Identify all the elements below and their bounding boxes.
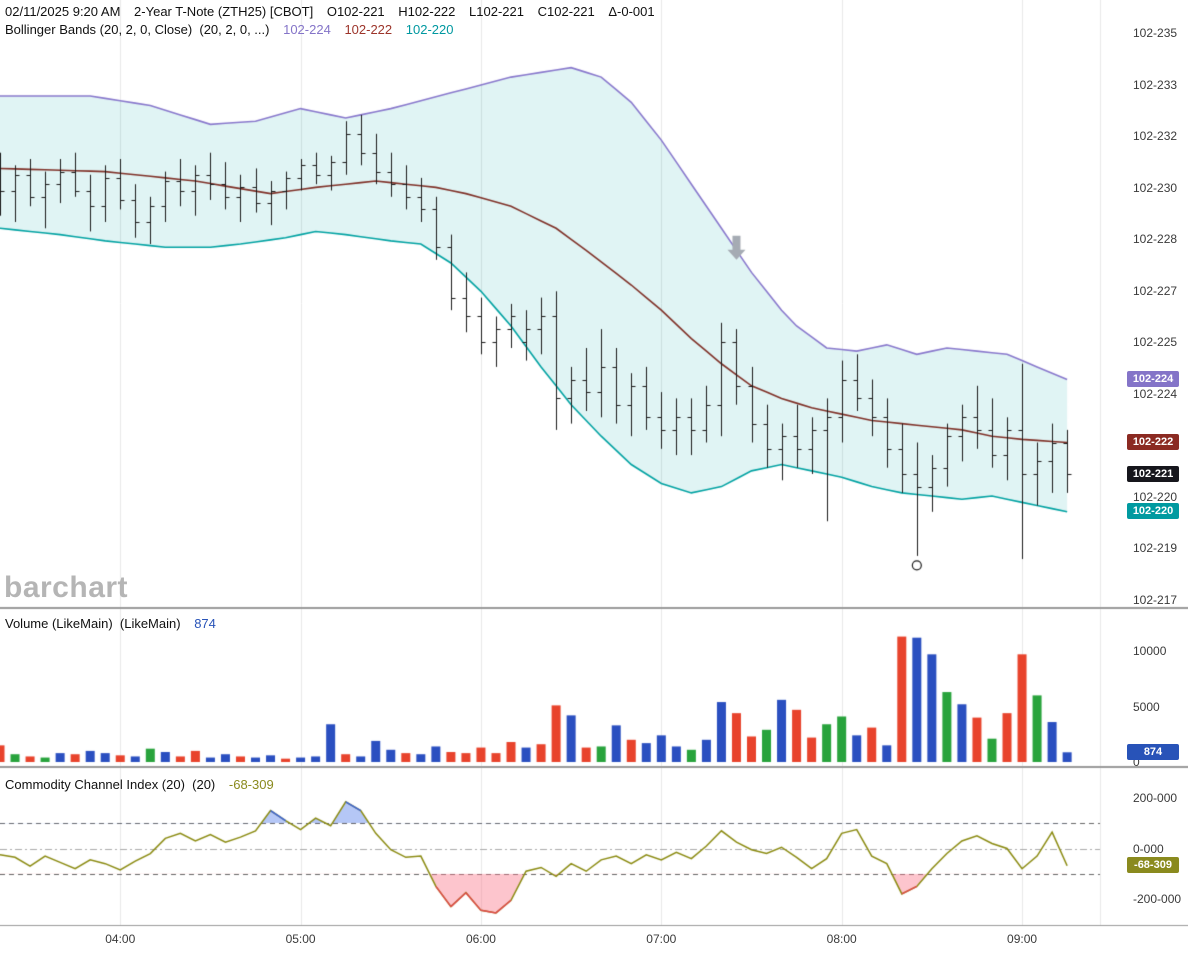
price-tick-label: 102-225 (1133, 335, 1178, 350)
quote-symbol: 2-Year T-Note (ZTH25) [CBOT] (134, 4, 314, 19)
cci-badge: -68-309 (1127, 857, 1179, 874)
price-tick-label: 102-227 (1133, 283, 1178, 298)
quote-high: H102-222 (398, 4, 456, 19)
price-tick-label: 102-220 (1133, 489, 1178, 504)
quote-close: C102-221 (537, 4, 595, 19)
price-tick-label: 102-233 (1133, 77, 1178, 92)
volume-tick-label: 5000 (1133, 699, 1160, 714)
cci-label[interactable]: Commodity Channel Index (20) (20) (5, 777, 216, 792)
volume-tick-label: 10000 (1133, 644, 1167, 658)
volume-header: Volume (LikeMain) (LikeMain) 874 (5, 616, 226, 631)
quote-change: Δ-0-001 (608, 4, 655, 19)
quote-datetime: 02/11/2025 9:20 AM (5, 4, 121, 19)
price-tick-label: 102-235 (1133, 26, 1178, 40)
price-tick-label: 102-224 (1133, 386, 1178, 401)
quote-low: L102-221 (469, 4, 524, 19)
time-label: 06:00 (465, 932, 496, 946)
price-badge-bb-mid: 102-222 (1127, 434, 1179, 450)
time-label: 04:00 (105, 932, 136, 946)
time-label: 08:00 (826, 932, 857, 946)
time-label: 09:00 (1007, 932, 1038, 946)
price-tick-label: 102-230 (1133, 180, 1178, 195)
volume-tick-label: 0 (1133, 755, 1140, 769)
cci-header: Commodity Channel Index (20) (20) -68-30… (5, 777, 284, 792)
cci-value: -68-309 (228, 777, 274, 792)
cci-tick-label: -200-000 (1133, 892, 1182, 906)
volume-value: 874 (194, 616, 216, 631)
price-tick-label: 102-232 (1133, 129, 1178, 144)
price-tick-label: 102-217 (1133, 593, 1178, 607)
time-label: 05:00 (285, 932, 316, 946)
bollinger-lower-value: 102-220 (405, 22, 454, 37)
volume-badge: 874 (1127, 743, 1179, 760)
price-badge-bb-upper: 102-224 (1127, 371, 1179, 387)
volume-label[interactable]: Volume (LikeMain) (LikeMain) (5, 616, 181, 631)
time-label: 07:00 (646, 932, 677, 946)
price-badge-last-price: 102-221 (1127, 465, 1179, 482)
bollinger-label[interactable]: Bollinger Bands (20, 2, 0, Close) (20, 2… (5, 22, 270, 37)
bollinger-upper-value: 102-224 (283, 22, 331, 37)
price-tick-label: 102-228 (1133, 232, 1178, 247)
price-tick-label: 102-219 (1133, 541, 1178, 556)
barchart-watermark-logo: barchart (4, 571, 129, 604)
price-badge-bb-lower: 102-220 (1127, 503, 1179, 520)
cci-tick-label: 200-000 (1133, 791, 1178, 805)
quote-open: O102-221 (326, 4, 385, 19)
bollinger-middle-value: 102-222 (344, 22, 393, 37)
quote-header: 02/11/2025 9:20 AM 2-Year T-Note (ZTH25)… (5, 4, 665, 19)
cci-tick-label: 0-000 (1133, 841, 1164, 856)
bollinger-header: Bollinger Bands (20, 2, 0, Close) (20, 2… (5, 22, 464, 37)
